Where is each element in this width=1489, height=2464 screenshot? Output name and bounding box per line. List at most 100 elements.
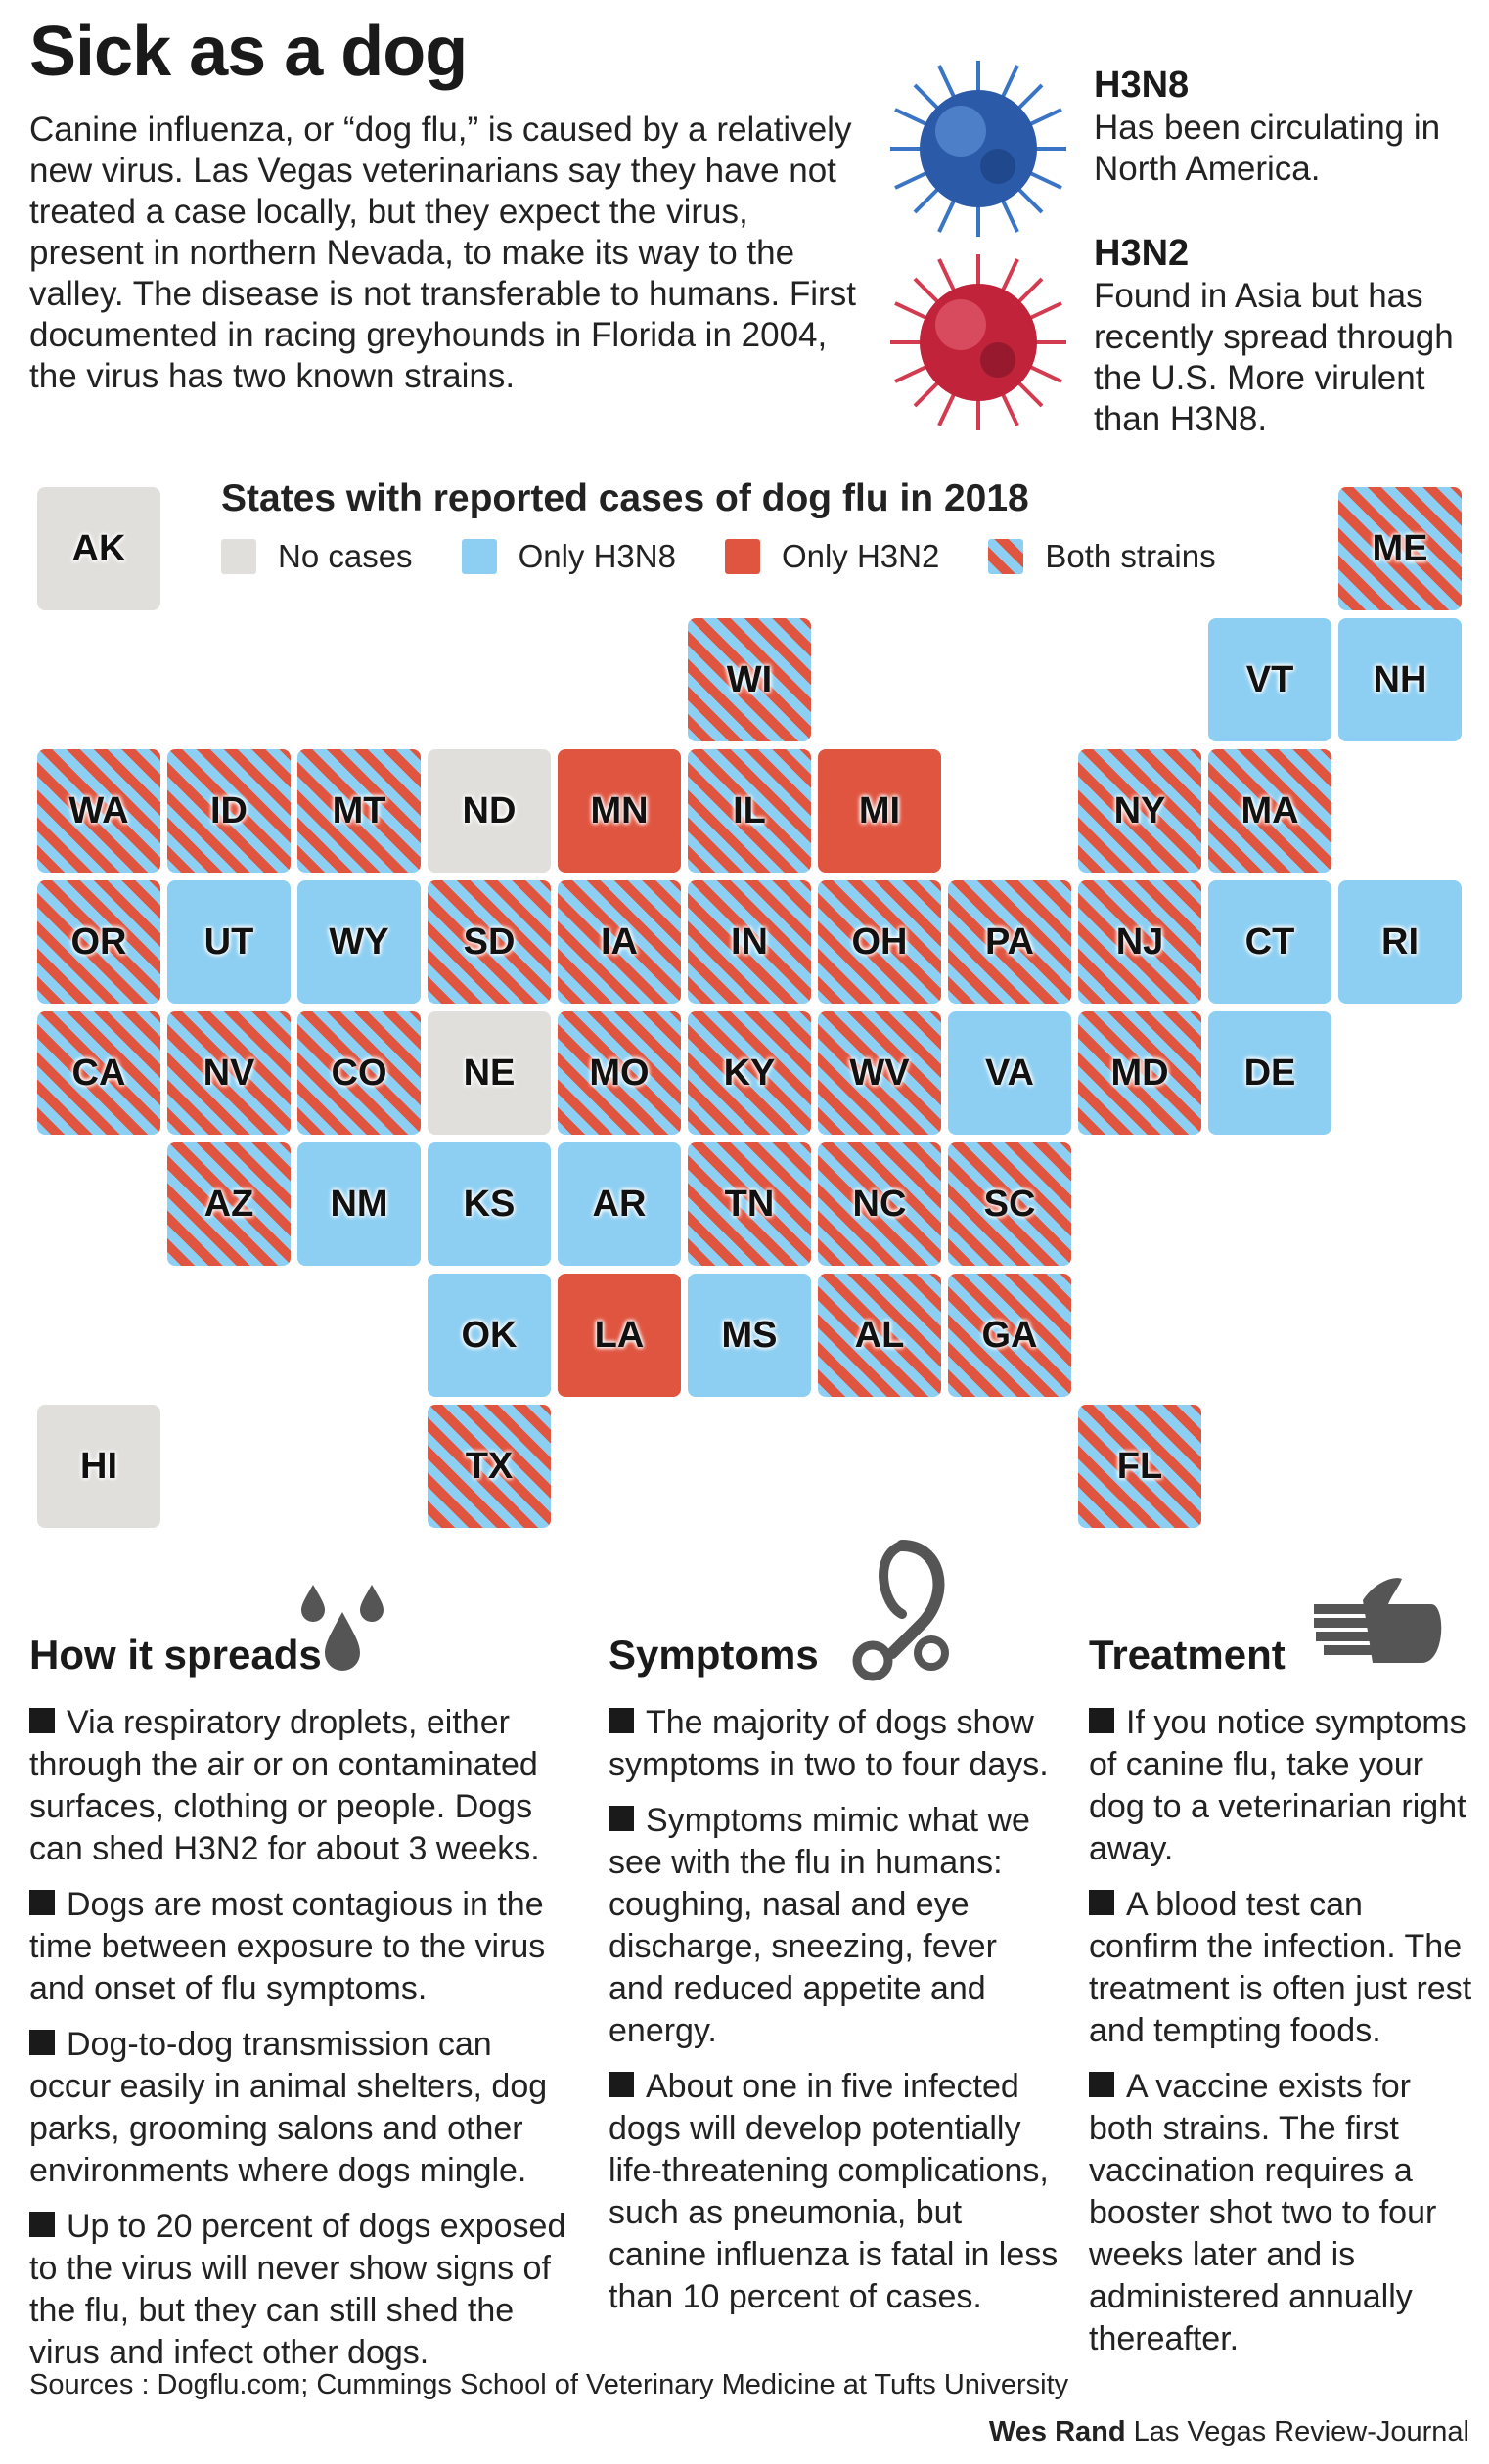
legend-item-both: Both strains [988,538,1216,575]
state-label: MS [721,1314,778,1356]
state-tile-mo: MO [558,1011,681,1135]
state-tile-ma: MA [1208,749,1331,873]
state-label: OR [70,920,127,963]
state-label: WA [68,789,129,831]
state-tile-wa: WA [37,749,160,873]
how-it-spreads-bullets: Via respiratory droplets, either through… [29,1702,577,2374]
state-label: HI [80,1445,117,1487]
state-label: AL [854,1314,905,1356]
bullet-item: About one in five infected dogs will dev… [609,2066,1059,2318]
state-label: NV [203,1052,255,1094]
state-tile-ky: KY [688,1011,811,1135]
state-label: CO [331,1052,387,1094]
state-label: DE [1243,1052,1296,1094]
state-label: PA [985,920,1034,963]
section-heading: Treatment [1089,1632,1286,1678]
state-label: AR [592,1183,647,1225]
state-tile-ut: UT [167,880,291,1004]
bullet-item: Via respiratory droplets, either through… [29,1702,577,1870]
state-tile-nc: NC [818,1142,941,1266]
state-label: IA [601,920,638,963]
state-tile-sc: SC [948,1142,1071,1266]
state-label: NY [1113,789,1166,831]
state-label: AZ [203,1183,254,1225]
state-label: ID [210,789,248,831]
intro-text: Canine influenza, or “dog flu,” is cause… [29,111,856,395]
state-label: MT [332,789,386,831]
state-label: MD [1110,1052,1169,1094]
state-label: WY [329,920,389,963]
state-tile-az: AZ [167,1142,291,1266]
state-tile-ga: GA [948,1274,1071,1397]
state-tile-in: IN [688,880,811,1004]
state-tile-map: AK ME WI VT NH WA ID MT ND MN IL MI NY MA OR UT WY SD IA IN… [37,487,1466,1553]
state-tile-mi: MI [818,749,941,873]
state-tile-me: ME [1338,487,1462,610]
state-label: RI [1381,920,1419,963]
bullet-item: Dogs are most contagious in the time bet… [29,1884,577,2010]
legend-item-h3n8: Only H3N8 [461,538,676,575]
state-label: LA [594,1314,645,1356]
state-label: IL [733,789,766,831]
state-label: NE [463,1052,516,1094]
state-label: MO [589,1052,650,1094]
legend-swatch [988,539,1024,574]
state-tile-mt: MT [297,749,421,873]
state-tile-nm: NM [297,1142,421,1266]
state-label: SD [463,920,516,963]
legend-swatch [221,539,256,574]
state-tile-nh: NH [1338,618,1462,741]
state-tile-sd: SD [428,880,551,1004]
legend-swatch [724,539,760,574]
state-label: ME [1372,527,1428,569]
state-tile-co: CO [297,1011,421,1135]
state-tile-la: LA [558,1274,681,1397]
state-label: OK [461,1314,518,1356]
bullet-item: The majority of dogs show symptoms in tw… [609,1702,1059,1786]
state-tile-nj: NJ [1078,880,1201,1004]
state-tile-or: OR [37,880,160,1004]
map-legend: No cases Only H3N8 Only H3N2 Both strain… [221,538,1216,575]
bullet-item: Symptoms mimic what we see with the flu … [609,1800,1059,2052]
state-tile-tx: TX [428,1405,551,1528]
state-label: OH [851,920,908,963]
state-tile-ri: RI [1338,880,1462,1004]
map-title: States with reported cases of dog flu in… [221,477,1029,519]
h3n2-label: H3N2 [1094,233,1190,274]
bullet-item: A vaccine exists for both strains. The f… [1089,2066,1480,2360]
h3n2-virus-icon [890,254,1066,430]
state-tile-ct: CT [1208,880,1331,1004]
sources-text: Sources : Dogflu.com; Cummings School of… [29,2369,1069,2400]
stethoscope-icon [852,1540,949,1681]
h3n8-virus-illustration [880,51,1076,251]
state-tile-va: VA [948,1011,1071,1135]
h3n8-description: Has been circulating in North America. [1094,109,1441,188]
state-label: AK [71,527,126,569]
bullet-item: If you notice symptoms of canine flu, ta… [1089,1702,1480,1870]
page-title: Sick as a dog [29,13,468,91]
state-tile-ne: NE [428,1011,551,1135]
state-tile-fl: FL [1078,1405,1201,1528]
state-tile-hi: HI [37,1405,160,1528]
state-label: FL [1116,1445,1163,1487]
state-tile-mn: MN [558,749,681,873]
state-tile-tn: TN [688,1142,811,1266]
state-tile-ok: OK [428,1274,551,1397]
state-tile-ar: AR [558,1142,681,1266]
legend-swatch [461,539,497,574]
state-tile-wi: WI [688,618,811,741]
state-label: NM [330,1183,388,1225]
state-tile-nd: ND [428,749,551,873]
state-tile-pa: PA [948,880,1071,1004]
section-treatment: Treatment If you notice symptoms of cani… [1089,1565,1480,2357]
state-label: NJ [1115,920,1164,963]
state-tile-wy: WY [297,880,421,1004]
h3n2-description: Found in Asia but has recently spread th… [1094,277,1454,438]
state-tile-il: IL [688,749,811,873]
state-label: KY [723,1052,776,1094]
state-tile-md: MD [1078,1011,1201,1135]
section-how-it-spreads: How it spreads Via respiratory droplets,… [29,1565,577,2371]
state-label: CT [1244,920,1295,963]
state-tile-vt: VT [1208,618,1331,741]
symptoms-bullets: The majority of dogs show symptoms in tw… [609,1702,1059,2318]
